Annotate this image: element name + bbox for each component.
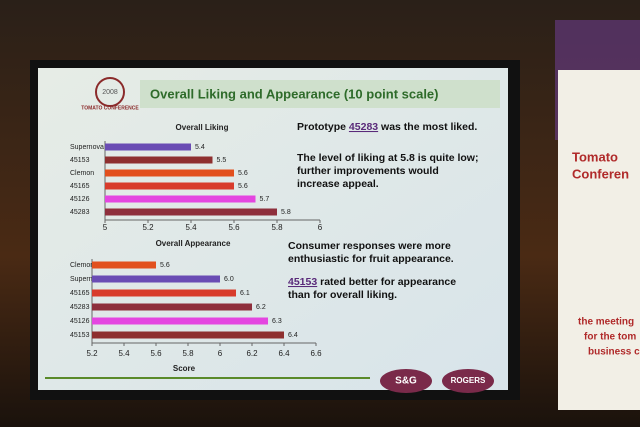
value-label: 5.6 <box>160 262 170 269</box>
category-label: Clemon <box>70 262 94 269</box>
value-label: 5.5 <box>217 157 227 164</box>
bar <box>105 156 213 164</box>
category-label: Supernova <box>70 276 104 283</box>
x-tick-label: 6.4 <box>278 349 290 358</box>
value-label: 6.0 <box>224 276 234 283</box>
sponsor-logo <box>442 369 494 393</box>
category-label: Clemon <box>70 170 94 177</box>
category-label: 45283 <box>70 209 90 216</box>
note-line: Consumer responses were more <box>288 240 451 252</box>
note-line: Prototype 45283 was the most liked. <box>297 121 477 133</box>
banner <box>558 70 640 410</box>
banner-line: business c <box>588 347 640 358</box>
value-label: 5.4 <box>195 144 205 151</box>
notes: Prototype 45283 was the most liked. The l… <box>288 121 478 301</box>
x-tick-label: 6 <box>218 349 223 358</box>
value-label: 5.7 <box>260 196 270 203</box>
category-label: Supernova <box>70 144 104 151</box>
note-segment: 45153 <box>288 276 317 288</box>
category-label: 45126 <box>70 196 90 203</box>
logo-year: 2008 <box>102 89 118 96</box>
bar <box>92 261 156 269</box>
x-tick-label: 5.2 <box>142 223 154 232</box>
chart-title: Overall Appearance <box>156 239 231 248</box>
category-label: 45165 <box>70 183 90 190</box>
logo-icon <box>95 77 125 107</box>
value-label: 5.6 <box>238 183 248 190</box>
note-line: than for overall liking. <box>288 289 397 301</box>
x-tick-label: 5.8 <box>271 223 283 232</box>
bar <box>92 317 268 325</box>
value-label: 6.1 <box>240 290 250 297</box>
category-label: 45153 <box>70 157 90 164</box>
note-line: further improvements would <box>297 165 439 177</box>
value-label: 5.6 <box>238 170 248 177</box>
banner-line: Conferen <box>572 166 629 181</box>
x-tick-label: 5.4 <box>118 349 130 358</box>
note-segment: Prototype <box>297 121 349 133</box>
x-tick-label: 5 <box>103 223 108 232</box>
note-segment: than for overall liking. <box>288 289 397 301</box>
sponsor-name: S&G <box>395 376 417 387</box>
charts: Overall Liking 5 5.2 5.4 5.6 5.8 6 Supernova 5.4… <box>70 123 323 373</box>
note-line: The level of liking at 5.8 is quite low; <box>297 152 478 164</box>
x-tick-label: 5.6 <box>228 223 240 232</box>
note-line: 45153 rated better for appearance <box>288 276 456 288</box>
note-segment: rated better for appearance <box>317 276 456 288</box>
note-segment: 45283 <box>349 121 378 133</box>
note-segment: enthusiastic for fruit appearance. <box>288 253 454 265</box>
banner-text: Tomato Conferen the meeting for the tom busi… <box>572 149 640 357</box>
value-label: 6.2 <box>256 304 266 311</box>
category-label: 45283 <box>70 304 90 311</box>
x-tick-label: 5.4 <box>185 223 197 232</box>
bar <box>92 275 220 283</box>
x-tick-label: 5.8 <box>182 349 194 358</box>
banner-line: Tomato <box>572 149 618 164</box>
note-segment: increase appeal. <box>297 178 379 190</box>
note-segment: Consumer responses were more <box>288 240 451 252</box>
bar <box>92 331 284 339</box>
value-label: 6.3 <box>272 318 282 325</box>
chart-title: Overall Liking <box>176 123 229 132</box>
note-segment: was the most liked. <box>378 121 477 133</box>
bar <box>105 169 234 177</box>
banner-line: the meeting <box>578 317 634 328</box>
bar <box>105 143 191 151</box>
bar <box>92 289 236 297</box>
x-tick-label: 5.6 <box>150 349 162 358</box>
value-label: 6.4 <box>288 332 298 339</box>
note-line: increase appeal. <box>297 178 379 190</box>
bar <box>105 208 277 216</box>
logo-name: TOMATO CONFERENCE <box>81 105 139 111</box>
x-tick-label: 6 <box>318 223 323 232</box>
slide-title: Overall Liking and Appearance (10 point … <box>150 86 439 101</box>
title-bar <box>140 80 500 108</box>
x-tick-label: 6.2 <box>246 349 258 358</box>
x-axis-label: Score <box>173 364 196 373</box>
bar <box>92 303 252 311</box>
note-line: enthusiastic for fruit appearance. <box>288 253 454 265</box>
x-tick-label: 6.6 <box>310 349 322 358</box>
banner-line: for the tom <box>584 332 636 343</box>
category-label: 45165 <box>70 290 90 297</box>
bar <box>105 182 234 190</box>
bar <box>105 195 256 203</box>
note-segment: further improvements would <box>297 165 439 177</box>
sponsor-logo <box>380 369 432 393</box>
x-tick-label: 5.2 <box>86 349 98 358</box>
category-label: 45126 <box>70 318 90 325</box>
category-label: 45153 <box>70 332 90 339</box>
value-label: 5.8 <box>281 209 291 216</box>
sponsor-name: ROGERS <box>451 376 486 385</box>
note-segment: The level of liking at 5.8 is quite low; <box>297 152 478 164</box>
